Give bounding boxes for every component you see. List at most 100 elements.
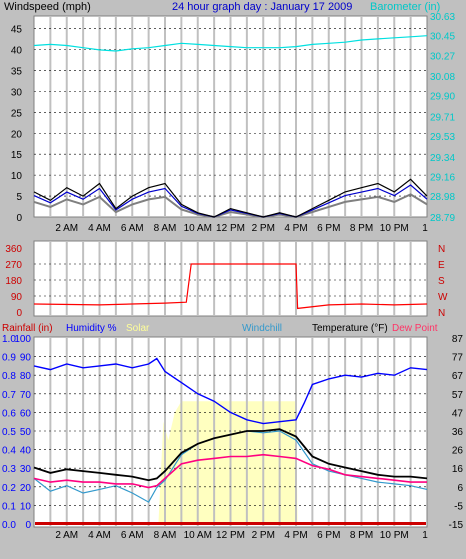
solar-label: Solar <box>126 323 150 334</box>
direction-tick-label: 90 <box>11 292 23 303</box>
temperature-tick-label: 26 <box>452 446 464 457</box>
x-tick-label: 2 PM <box>252 530 275 541</box>
barometer-tick-label: 28.79 <box>430 213 455 224</box>
barometer-tick-label: 29.53 <box>430 132 455 143</box>
x-tick-label: 8 PM <box>350 223 373 234</box>
wind-average-line <box>33 193 428 219</box>
barometer-tick-label: 29.71 <box>430 113 455 124</box>
barometer-tick-label: 28.98 <box>430 192 455 203</box>
humidity-tick-label: 40 <box>20 446 32 457</box>
barometer-tick-label: 30.45 <box>430 32 455 43</box>
humidity-tick-label: 80 <box>20 371 32 382</box>
x-tick-label: 12 PM <box>216 530 245 541</box>
temperature-tick-label: 16 <box>452 464 464 475</box>
direction-tick-label: 360 <box>5 244 22 255</box>
x-tick-label: 2 AM <box>55 223 78 234</box>
temperature-tick-label: 47 <box>452 408 464 419</box>
humidity-tick-label: 30 <box>20 464 32 475</box>
rainfall-label: Rainfall (in) <box>2 323 53 334</box>
compass-label: N <box>438 244 445 255</box>
wind-tick-label: 10 <box>11 171 23 182</box>
wind-direction-line <box>33 263 428 310</box>
x-tick-label: 6 AM <box>121 223 144 234</box>
wind-tick-label: 25 <box>11 108 23 119</box>
windspeed-axis-label: Windspeed (mph) <box>4 1 91 13</box>
rain-tick-label: 0.2 <box>2 483 16 494</box>
compass-label: S <box>438 276 445 287</box>
x-tick-label: 2 AM <box>55 530 78 541</box>
x-tick-label: 12 PM <box>216 223 245 234</box>
temperature-label: Temperature (°F) <box>312 323 388 334</box>
x-tick-label: 6 PM <box>317 530 340 541</box>
x-tick-label-end: 1 <box>422 530 428 541</box>
humidity-tick-label: 60 <box>20 408 32 419</box>
humidity-tick-label: 10 <box>20 501 32 512</box>
windchill-label: Windchill <box>242 323 282 334</box>
x-tick-label: 6 PM <box>317 223 340 234</box>
humidity-label: Humidity % <box>66 323 117 334</box>
chart-title: 24 hour graph day : January 17 2009 <box>172 1 352 13</box>
temperature-tick-label: 87 <box>452 334 464 345</box>
barometer-tick-label: 30.08 <box>430 72 455 83</box>
rain-tick-label: 0.0 <box>2 520 16 531</box>
rain-tick-label: 0.5 <box>2 427 16 438</box>
x-tick-label: 10 PM <box>380 530 409 541</box>
wind-tick-label: 35 <box>11 66 23 77</box>
barometer-tick-label: 29.90 <box>430 92 455 103</box>
wind-tick-label: 30 <box>11 87 23 98</box>
barometer-tick-label: 30.63 <box>430 12 455 23</box>
x-tick-label: 8 AM <box>154 530 177 541</box>
direction-tick-label: 0 <box>16 308 22 319</box>
rain-tick-label: 0.3 <box>2 464 16 475</box>
direction-tick-label: 270 <box>5 260 22 271</box>
rain-tick-label: 0.9 <box>2 353 16 364</box>
compass-label: W <box>438 292 448 303</box>
wind-tick-label: 40 <box>11 46 23 57</box>
barometer-line <box>33 35 428 52</box>
wind-speed-blue-line <box>33 184 428 218</box>
bottom-panel: 0.0 0 0.1 10 0.2 20 0.3 30 0.4 40 0.5 50 0.6 60 0.7 70 0… <box>2 334 463 541</box>
x-tick-label-end: 1 <box>422 223 428 234</box>
barometer-axis-label: Barometer (in) <box>370 1 440 13</box>
rain-tick-label: 0.4 <box>2 446 16 457</box>
barometer-tick-label: 29.34 <box>430 153 455 164</box>
rain-tick-label: 1.0 <box>2 334 16 345</box>
x-tick-label: 4 PM <box>284 530 307 541</box>
temperature-tick-label: 77 <box>452 353 464 364</box>
wind-tick-label: 15 <box>11 150 23 161</box>
x-tick-label: 2 PM <box>252 223 275 234</box>
x-tick-label: 4 AM <box>88 530 111 541</box>
wind-gust-line <box>33 178 428 218</box>
compass-label: E <box>438 260 445 271</box>
x-tick-label: 4 PM <box>284 223 307 234</box>
x-tick-label: 10 AM <box>184 530 212 541</box>
x-tick-label: 10 PM <box>380 223 409 234</box>
humidity-tick-label: 70 <box>20 390 32 401</box>
humidity-tick-label: 20 <box>20 483 32 494</box>
humidity-tick-label: 50 <box>20 427 32 438</box>
rain-tick-label: 0.6 <box>2 408 16 419</box>
x-tick-label: 8 PM <box>350 530 373 541</box>
wind-tick-label: 20 <box>11 129 23 140</box>
rainfall-bar <box>35 522 426 525</box>
dewpoint-label: Dew Point <box>392 323 438 334</box>
humidity-line <box>33 357 428 425</box>
temperature-line <box>33 428 428 482</box>
humidity-tick-label: 0 <box>25 520 31 531</box>
direction-panel: 0 N 90 W 180 S 270 E 360 N <box>5 241 448 319</box>
x-tick-label: 10 AM <box>184 223 212 234</box>
compass-label: N <box>438 308 445 319</box>
barometer-tick-label: 30.27 <box>430 51 455 62</box>
x-tick-label: 4 AM <box>88 223 111 234</box>
top-panel: 0 5 10 15 20 25 30 35 40 45 28.79 28.98 29.16 29.34 29… <box>11 12 456 234</box>
humidity-tick-label: 90 <box>20 353 32 364</box>
wind-tick-label: 0 <box>16 213 22 224</box>
temperature-tick-label: -15 <box>449 520 464 531</box>
rain-tick-label: 0.1 <box>2 501 16 512</box>
temperature-tick-label: 57 <box>452 390 464 401</box>
x-tick-label: 6 AM <box>121 530 144 541</box>
wind-tick-label: 5 <box>16 192 22 203</box>
humidity-tick-label: 100 <box>14 334 31 345</box>
temperature-tick-label: 6 <box>457 483 463 494</box>
temperature-tick-label: -5 <box>454 501 463 512</box>
